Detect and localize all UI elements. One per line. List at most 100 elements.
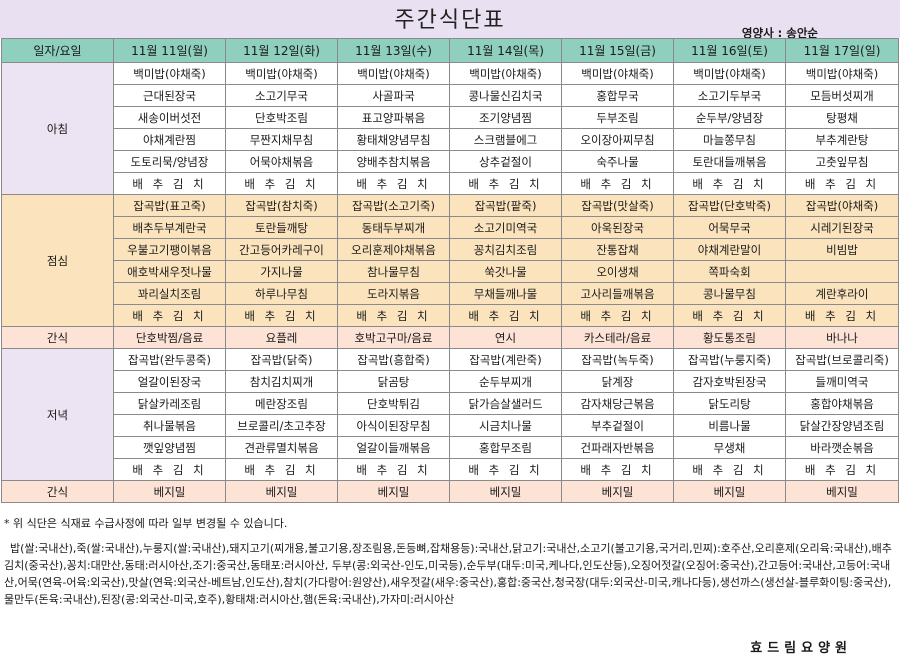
menu-cell: 감자호박된장국 [673, 370, 786, 393]
menu-cell: 무채들깨나물 [449, 282, 562, 305]
menu-cell: 야채계란찜 [113, 128, 226, 151]
menu-cell: 닭살카레조림 [113, 392, 226, 415]
menu-row: 간식 단호박찜/음료 요플레 호박고구마/음료 연시 카스테라/음료 황도통조림 바나나 [1, 326, 899, 349]
menu-cell: 계란후라이 [785, 282, 899, 305]
menu-cell: 배 추 김 치 [785, 172, 899, 195]
menu-row: 닭살카레조림 메란장조림 단호박튀김 닭가슴살샐러드 감자채당근볶음 닭도리탕 홍합야채볶음 [2, 392, 899, 415]
menu-cell: 아욱된장국 [561, 216, 674, 239]
menu-cell: 토란대들깨볶음 [673, 150, 786, 173]
menu-cell: 간고등어카레구이 [225, 238, 338, 261]
menu-cell: 홍합무국 [561, 84, 674, 107]
menu-cell: 소고기무국 [225, 84, 338, 107]
menu-cell: 감자채당근볶음 [561, 392, 674, 415]
menu-cell: 잡곡밥(흥합죽) [337, 348, 450, 371]
menu-cell: 배 추 김 치 [785, 304, 899, 327]
menu-cell: 홍합야채볶음 [785, 392, 899, 415]
menu-cell: 소고기두부국 [673, 84, 786, 107]
menu-cell: 탕평채 [785, 106, 899, 129]
menu-cell: 베지밀 [337, 480, 450, 503]
menu-cell: 어묵무국 [673, 216, 786, 239]
menu-cell: 백미밥(야채죽) [113, 62, 226, 85]
day-header: 11월 13일(수) [337, 38, 450, 63]
menu-cell: 베지밀 [225, 480, 338, 503]
menu-cell: 무생채 [673, 436, 786, 459]
menu-row: 취나물볶음 브로콜리/초고추장 아식이된장무침 시금치나물 부추겉절이 비름나물 닭살간장양… [2, 414, 899, 437]
menu-cell: 취나물볶음 [113, 414, 226, 437]
menu-cell: 비름나물 [673, 414, 786, 437]
menu-cell: 잡곡밥(녹두죽) [561, 348, 674, 371]
menu-cell: 꽁치김치조림 [449, 238, 562, 261]
meal-slot-label: 간식 [1, 480, 114, 503]
menu-cell: 아식이된장무침 [337, 414, 450, 437]
menu-cell: 배 추 김 치 [449, 458, 562, 481]
day-header: 11월 16일(토) [673, 38, 786, 63]
dietitian-label: 영양사 : 송안순 [741, 26, 818, 40]
day-header: 11월 14일(목) [449, 38, 562, 63]
menu-cell: 배 추 김 치 [673, 458, 786, 481]
menu-row: 점심 잡곡밥(표고죽) 잡곡밥(참치죽) 잡곡밥(소고기죽) 잡곡밥(팥죽) 잡곡밥(맛살… [1, 194, 899, 327]
menu-cell: 가지나물 [225, 260, 338, 283]
menu-cell: 꽈리실치조림 [113, 282, 226, 305]
menu-cell: 단호박조림 [225, 106, 338, 129]
menu-cell: 오이생채 [561, 260, 674, 283]
menu-cell: 상추겉절이 [449, 150, 562, 173]
menu-row: 야채계란찜 무짠지채무침 황태채양념무침 스크램블에그 오이장아찌무침 마늘쫑무침 부추계란… [2, 128, 899, 151]
menu-cell: 잡곡밥(표고죽) [113, 194, 226, 217]
menu-cell: 견관류멸치볶음 [225, 436, 338, 459]
menu-cell: 홍합무조림 [449, 436, 562, 459]
menu-cell: 배 추 김 치 [449, 304, 562, 327]
menu-cell: 백미밥(야채죽) [785, 62, 899, 85]
weekly-menu-table: 일자/요일 11월 11일(월) 11월 12일(화) 11월 13일(수) 11월 1… [1, 38, 899, 503]
title-bar [0, 0, 900, 38]
menu-cell: 무짠지채무침 [225, 128, 338, 151]
menu-cell: 고사리들깨볶음 [561, 282, 674, 305]
menu-cell: 단호박튀김 [337, 392, 450, 415]
menu-cell: 백미밥(야채죽) [337, 62, 450, 85]
menu-cell: 배 추 김 치 [449, 172, 562, 195]
menu-cell: 닭가슴살샐러드 [449, 392, 562, 415]
menu-cell: 배 추 김 치 [561, 304, 674, 327]
menu-cell: 토란들깨탕 [225, 216, 338, 239]
menu-cell: 배 추 김 치 [225, 458, 338, 481]
menu-cell: 마늘쫑무침 [673, 128, 786, 151]
menu-cell: 어묵야채볶음 [225, 150, 338, 173]
menu-cell: 배 추 김 치 [225, 172, 338, 195]
menu-row: 얼갈이된장국 참치김치찌개 닭곰탕 순두부찌개 닭계장 감자호박된장국 들깨미역국 [2, 370, 899, 393]
menu-cell: 백미밥(야채죽) [561, 62, 674, 85]
menu-cell [785, 260, 899, 283]
day-header: 11월 17일(일) [785, 38, 899, 63]
menu-cell: 배 추 김 치 [113, 458, 226, 481]
menu-row: 애호박새우젓나물 가지나물 참나물무침 쑥갓나물 오이생채 쪽파숙회 [2, 260, 899, 283]
menu-cell: 표고양파볶음 [337, 106, 450, 129]
menu-cell: 도라지볶음 [337, 282, 450, 305]
menu-row: 배추두부계란국 토란들깨탕 동태두부찌개 소고기미역국 아욱된장국 어묵무국 시레기된장국 [2, 216, 899, 239]
menu-cell: 잡곡밥(팥죽) [449, 194, 562, 217]
menu-cell: 배 추 김 치 [337, 458, 450, 481]
menu-cell: 베지밀 [561, 480, 674, 503]
menu-row: 아침 백미밥(야채죽) 백미밥(야채죽) 백미밥(야채죽) 백미밥(야채죽) 백미밥(야채… [1, 62, 899, 195]
menu-cell: 잔통잡채 [561, 238, 674, 261]
menu-cell: 잡곡밥(참치죽) [225, 194, 338, 217]
menu-cell: 브로콜리/초고추장 [225, 414, 338, 437]
menu-cell: 배 추 김 치 [785, 458, 899, 481]
menu-cell: 요플레 [225, 326, 338, 349]
meal-slot-label: 점심 [1, 194, 114, 327]
menu-cell: 배 추 김 치 [337, 172, 450, 195]
menu-row: 새송이버섯전 단호박조림 표고양파볶음 조기양념찜 두부조림 순두부/양념장 탕평채 [2, 106, 899, 129]
menu-cell: 부추계란탕 [785, 128, 899, 151]
menu-cell: 건파래자반볶음 [561, 436, 674, 459]
menu-cell: 잡곡밥(소고기죽) [337, 194, 450, 217]
page-title: 주간식단표 [394, 8, 506, 33]
menu-cell: 스크램블에그 [449, 128, 562, 151]
menu-cell: 배 추 김 치 [225, 304, 338, 327]
menu-cell: 야채계란말이 [673, 238, 786, 261]
menu-cell: 베지밀 [673, 480, 786, 503]
menu-cell: 도토리묵/양념장 [113, 150, 226, 173]
menu-cell: 단호박찜/음료 [113, 326, 226, 349]
menu-cell: 배 추 김 치 [561, 172, 674, 195]
menu-cell: 하루나무침 [225, 282, 338, 305]
menu-cell: 잡곡밥(브로콜리죽) [785, 348, 899, 371]
menu-row: 깻잎양념찜 견관류멸치볶음 얼갈이들깨볶음 홍합무조림 건파래자반볶음 무생채 바라깻순볶음 [2, 436, 899, 459]
menu-row: 저녁 잡곡밥(완두콩죽) 잡곡밥(닭죽) 잡곡밥(흥합죽) 잡곡밥(계란죽) 잡곡밥(녹두… [1, 348, 899, 481]
